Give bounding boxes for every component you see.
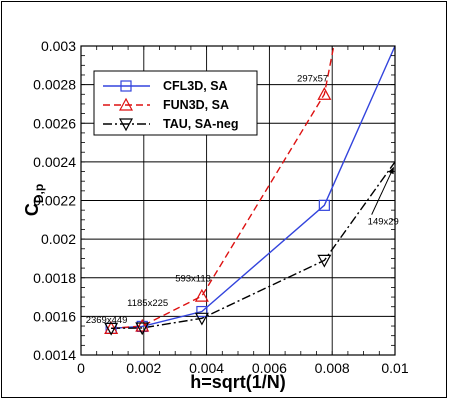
y-axis-label: CD,p [22,184,46,216]
data-point-marker [194,312,209,326]
y-tick-label: 0.0014 [33,347,76,363]
series-layer [111,46,395,330]
x-tick-label: 0.01 [381,360,408,376]
x-tick-label: 0.006 [252,360,287,376]
y-tick-label: 0.0018 [33,270,76,286]
y-tick-label: 0.003 [41,38,76,54]
legend-label-2: TAU, SA-neg [163,117,238,131]
data-point-marker [104,322,119,336]
data-point-marker [318,199,330,211]
y-axis-label-subscript: D,p [32,184,46,203]
y-tick-label: 0.0024 [33,154,76,170]
grid-size-annotation: 2369x449 [86,315,128,326]
grid-size-annotation: 149x29 [368,217,399,228]
annotation-layer: 2369x449 1185x225 593x113 297x57 149x29 [86,74,399,326]
legend: CFL3D, SA FUN3D, SA TAU, SA-neg [93,70,258,136]
grid-size-annotation: 297x57 [297,74,328,85]
data-point-marker [196,305,208,318]
grid-size-annotation: 593x113 [175,274,211,285]
x-tick-label: 0 [77,360,85,376]
grid-size-annotation: 1185x225 [127,298,168,309]
data-point-marker [317,254,332,268]
series-line-0 [111,46,395,330]
data-point-marker [135,318,150,332]
tick-layer: 0 0.002 0.004 0.006 0.008 0.01 0.0014 0.0016 0.0… [33,38,409,376]
y-tick-label: 0.0016 [33,308,76,324]
legend-label-0: CFL3D, SA [163,79,228,93]
legend-marker-2 [118,118,134,132]
x-tick-label: 0.002 [126,360,161,376]
svg-text:CD,p: CD,p [22,184,46,216]
y-axis-label-main: C [22,203,42,216]
annotation-arrow [371,166,394,215]
series-line-2 [111,161,395,330]
x-tick-label: 0.008 [315,360,350,376]
x-tick-label: 0.004 [189,360,224,376]
y-tick-label: 0.0028 [33,77,76,93]
legend-marker-0 [120,80,132,92]
marker-layer [104,87,332,336]
y-tick-label: 0.0026 [33,115,76,131]
legend-label-1: FUN3D, SA [163,98,229,112]
data-point-marker [135,322,150,336]
y-tick-label: 0.0022 [33,193,76,209]
data-point-marker [317,87,332,100]
legend-marker-1 [118,97,134,111]
y-tick-label: 0.002 [41,231,76,247]
data-point-marker [194,288,209,302]
x-axis-label: h=sqrt(1/N) [190,372,286,392]
